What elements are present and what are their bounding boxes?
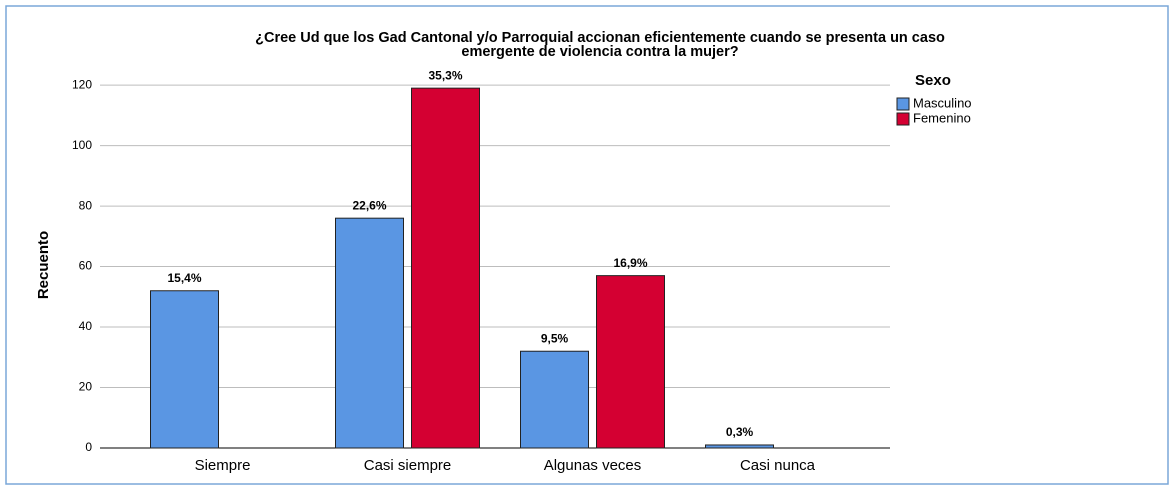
x-tick-label: Casi siempre (364, 457, 452, 474)
chart-title: emergente de violencia contra la mujer? (461, 44, 738, 60)
legend-label: Femenino (913, 110, 971, 125)
bar (150, 290, 219, 449)
bar (705, 444, 774, 449)
x-tick-label: Siempre (195, 457, 251, 474)
data-label: 22,6% (352, 198, 386, 212)
bar (596, 275, 665, 449)
data-label: 35,3% (428, 68, 462, 82)
legend-swatch (896, 97, 910, 111)
y-axis-label: Recuento (35, 231, 52, 299)
data-label: 15,4% (167, 271, 201, 285)
legend-swatch (896, 112, 910, 126)
bar (335, 217, 404, 449)
y-tick-label: 120 (72, 77, 92, 91)
x-tick-label: Algunas veces (544, 457, 642, 474)
data-label: 16,9% (613, 256, 647, 270)
legend-label: Masculino (913, 95, 972, 110)
y-tick-label: 100 (72, 138, 92, 152)
data-label: 9,5% (541, 331, 569, 345)
chart-title: ¿Cree Ud que los Gad Cantonal y/o Parroq… (255, 30, 945, 46)
y-tick-label: 40 (79, 319, 93, 333)
bar (411, 87, 480, 449)
bar (520, 350, 589, 449)
y-tick-label: 80 (79, 198, 93, 212)
x-tick-label: Casi nunca (740, 457, 816, 474)
y-tick-label: 0 (85, 440, 92, 454)
data-label: 0,3% (726, 425, 754, 439)
legend-title: Sexo (915, 72, 951, 89)
y-tick-label: 60 (79, 259, 93, 273)
y-tick-label: 20 (79, 380, 93, 394)
